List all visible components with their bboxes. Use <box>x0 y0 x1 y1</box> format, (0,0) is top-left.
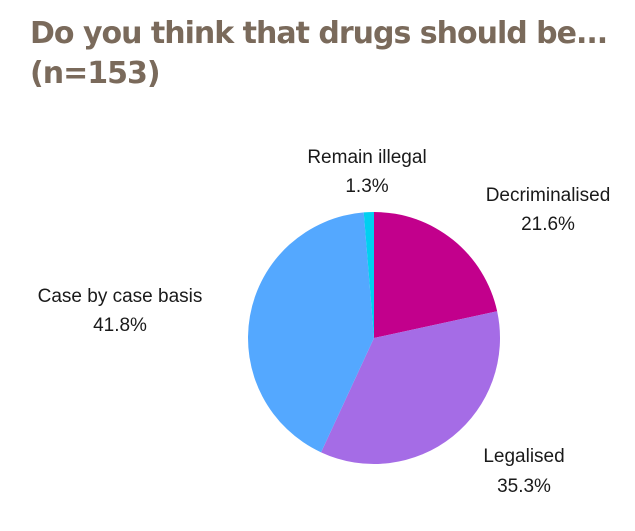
pie-slice-legalised <box>321 311 501 464</box>
pie-slice-remain-illegal <box>363 212 374 338</box>
pie-slice-case-by-case-basis <box>248 212 374 453</box>
slice-label: Case by case basis <box>38 286 203 307</box>
pie-slices <box>248 212 501 464</box>
pie-labels: Decriminalised 21.6% Legalised 35.3% Case by… <box>38 147 611 497</box>
chart-title-line-1: Do you think that drugs should be... <box>30 16 608 51</box>
slice-value-label: 1.3% <box>345 176 388 197</box>
slice-value-label: 41.8% <box>93 315 147 336</box>
slice-value-label: 21.6% <box>521 214 575 235</box>
pie-slice-decriminalised <box>374 212 498 338</box>
slice-value-label: 35.3% <box>497 476 551 497</box>
slice-label: Decriminalised <box>486 185 611 206</box>
chart-title: Do you think that drugs should be... (n=… <box>30 14 620 94</box>
chart-title-line-2: (n=153) <box>30 56 161 91</box>
slice-label: Legalised <box>483 446 564 467</box>
slice-label: Remain illegal <box>307 147 426 168</box>
